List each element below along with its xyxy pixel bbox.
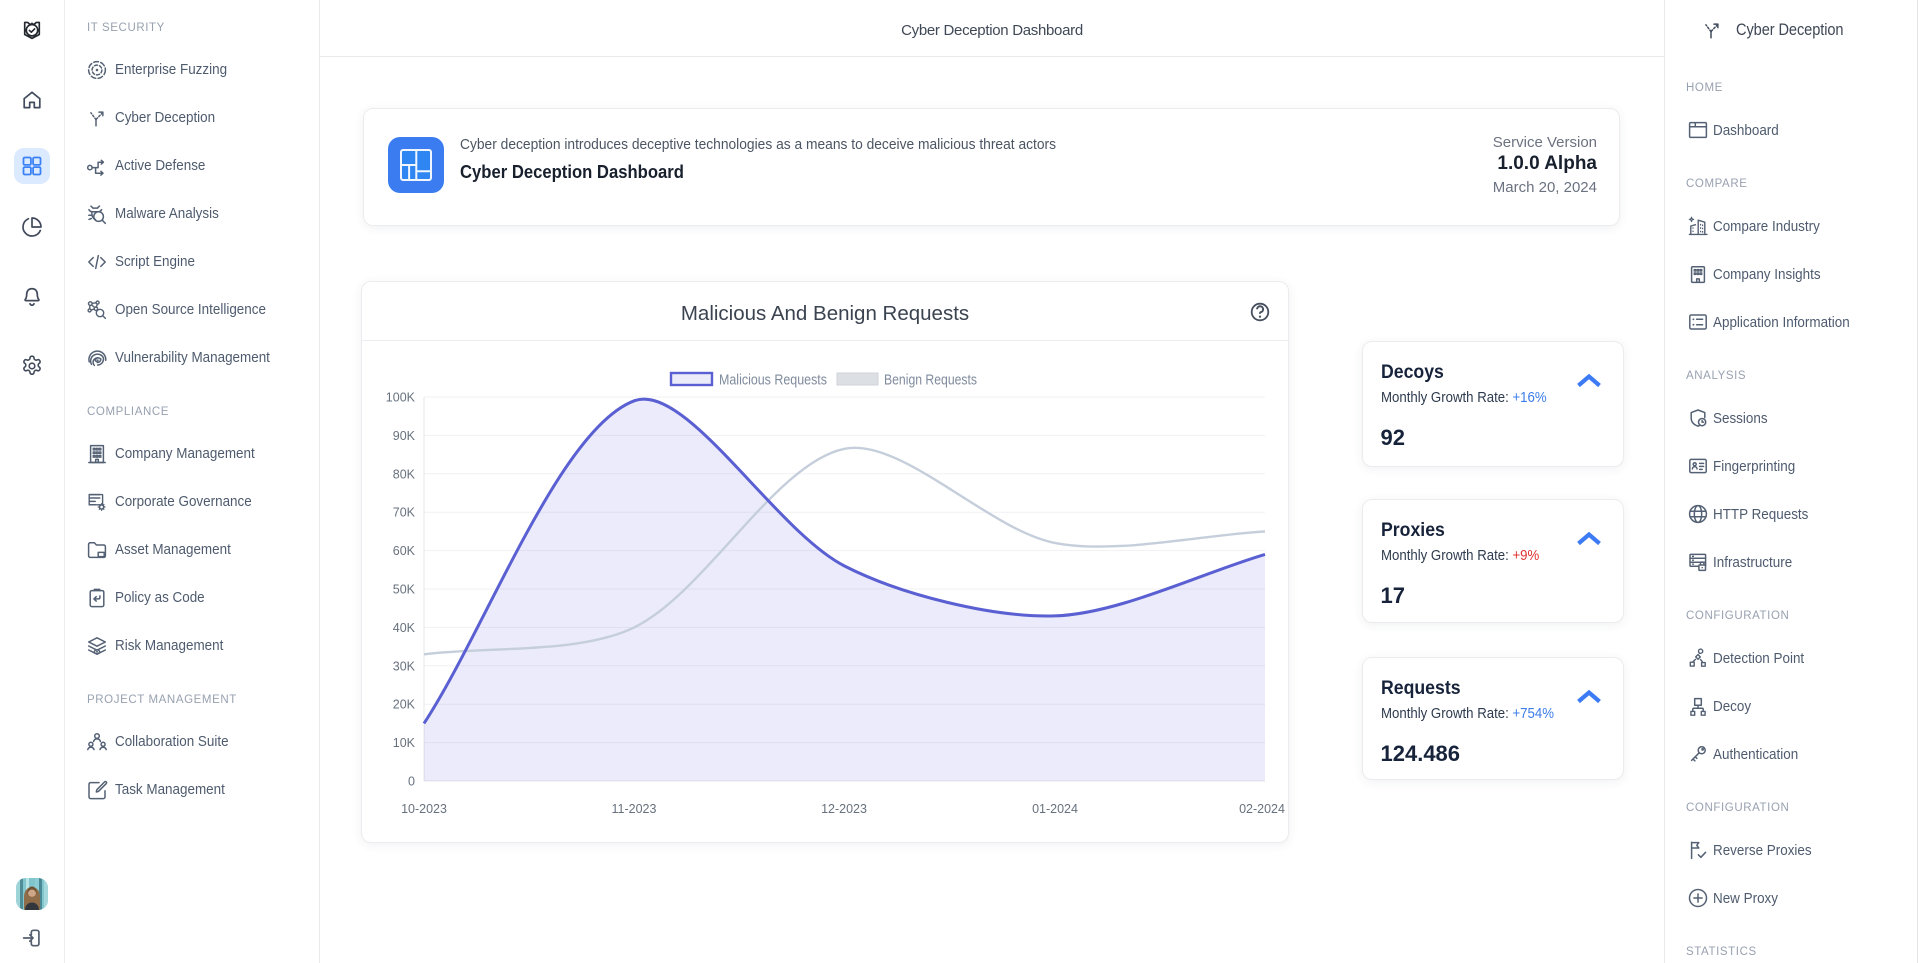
svg-text:10-2023: 10-2023 — [401, 802, 447, 816]
svg-text:60K: 60K — [393, 544, 416, 558]
svg-text:02-2024: 02-2024 — [1239, 802, 1285, 816]
svg-text:10K: 10K — [393, 736, 416, 750]
svg-text:30K: 30K — [393, 659, 416, 673]
svg-text:0: 0 — [408, 775, 415, 789]
svg-text:100K: 100K — [386, 391, 416, 405]
svg-text:01-2024: 01-2024 — [1032, 802, 1078, 816]
svg-text:70K: 70K — [393, 506, 416, 520]
svg-text:Malicious And Benign Requests: Malicious And Benign Requests — [681, 302, 969, 325]
svg-text:90K: 90K — [393, 429, 416, 443]
svg-text:80K: 80K — [393, 467, 416, 481]
svg-text:Benign Requests: Benign Requests — [884, 372, 977, 389]
svg-text:40K: 40K — [393, 621, 416, 635]
svg-text:12-2023: 12-2023 — [821, 802, 867, 816]
svg-text:11-2023: 11-2023 — [612, 802, 657, 816]
svg-text:20K: 20K — [393, 698, 416, 712]
svg-text:Malicious Requests: Malicious Requests — [719, 372, 827, 389]
svg-text:50K: 50K — [393, 583, 416, 597]
